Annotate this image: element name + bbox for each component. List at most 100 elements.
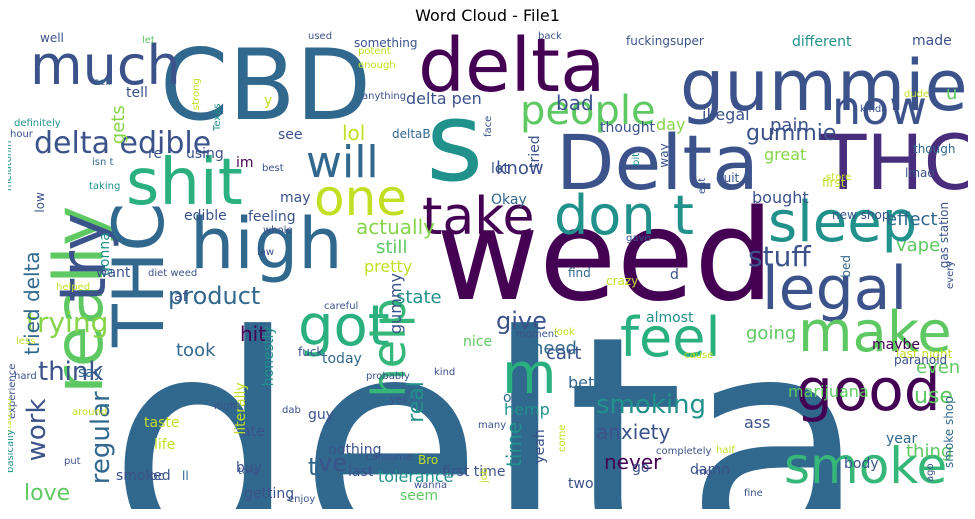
cloud-word: high <box>190 203 343 285</box>
cloud-word: isn t <box>92 157 114 168</box>
cloud-word: kinda <box>860 104 888 115</box>
cloud-word: ok <box>503 390 520 406</box>
cloud-word: ate <box>242 424 265 440</box>
cloud-word: use <box>914 384 953 409</box>
chart-title: Word Cloud - File1 <box>415 6 560 25</box>
cloud-word: last night <box>896 347 953 361</box>
cloud-word: sell <box>94 77 111 88</box>
cloud-word: told <box>238 466 258 477</box>
cloud-word: mg <box>696 467 713 478</box>
cloud-word: bit <box>631 152 642 166</box>
cloud-word: Okay <box>491 192 527 208</box>
cloud-word: store <box>826 172 852 183</box>
cloud-word: less <box>16 336 36 347</box>
cloud-word: honestly <box>261 326 277 387</box>
cloud-word: eat <box>697 177 708 194</box>
cloud-word: THC <box>820 118 968 207</box>
cloud-word: yes <box>390 395 408 406</box>
cloud-word: day <box>656 115 686 134</box>
cloud-word: tolerance <box>378 467 454 486</box>
cloud-word: buy <box>236 460 263 476</box>
cloud-word: hard <box>14 371 37 382</box>
cloud-word: last <box>348 464 374 480</box>
cloud-word: legal <box>762 254 908 324</box>
cloud-word: almost <box>646 310 694 326</box>
cloud-word: im <box>236 155 254 171</box>
cloud-word: CBD <box>160 29 372 143</box>
cloud-word: ve <box>318 449 347 477</box>
cloud-word: now <box>832 81 927 135</box>
cloud-word: dude <box>904 89 930 100</box>
cloud-word: wanna <box>414 480 448 491</box>
cloud-word: time <box>502 421 526 467</box>
cloud-word: find <box>568 266 591 280</box>
cloud-word: much <box>30 34 181 97</box>
cloud-word: state <box>396 287 442 308</box>
cloud-word: law <box>257 247 275 258</box>
cloud-word: delta pen <box>406 89 482 108</box>
cloud-word: pain <box>770 115 809 136</box>
cloud-word: back <box>538 31 562 42</box>
cloud-word: melatonin <box>8 140 14 191</box>
cloud-word: think <box>38 357 104 387</box>
cloud-word: got <box>298 294 390 359</box>
cloud-word: thing <box>906 441 953 462</box>
cloud-word: tried <box>527 135 543 168</box>
cloud-word: going <box>746 323 797 344</box>
cloud-word: face <box>483 115 494 137</box>
cloud-word: good <box>796 356 941 424</box>
cloud-word: work <box>22 398 52 462</box>
cloud-word: lmao <box>905 166 935 180</box>
cloud-word: two <box>568 476 594 492</box>
cloud-word: sleep <box>768 190 918 255</box>
cloud-word: super <box>670 34 704 48</box>
cloud-word: let <box>142 35 155 46</box>
cloud-word: crazy <box>606 274 639 288</box>
cloud-word: cause <box>684 350 714 361</box>
cloud-word: different <box>792 34 852 50</box>
cloud-word: whole <box>263 225 293 236</box>
cloud-word: gets <box>108 105 129 145</box>
cloud-word: put <box>64 456 81 467</box>
cloud-word: will <box>306 137 379 188</box>
cloud-word: love <box>24 481 71 506</box>
cloud-word: Delta <box>556 118 759 207</box>
cloud-word: hour <box>10 129 33 140</box>
cloud-word: say <box>78 365 103 381</box>
cloud-word: bed <box>839 254 853 278</box>
cloud-word: gummy <box>386 273 405 334</box>
cloud-word: ago <box>925 463 936 482</box>
cloud-word: want <box>96 265 131 281</box>
cloud-word: come <box>557 424 568 452</box>
cloud-word: regular <box>86 391 116 485</box>
cloud-word: nothing <box>328 442 382 458</box>
cloud-word: Texas <box>212 103 223 131</box>
cloud-word: gummie <box>680 45 968 127</box>
word-cloud-canvas: delta weed s CBD delta gummie Delta THC legal sle… <box>8 29 968 509</box>
cloud-word: today <box>322 351 362 367</box>
cloud-word: ll <box>182 469 189 483</box>
cloud-word: many <box>478 420 507 431</box>
cloud-word: guy <box>308 407 335 423</box>
cloud-word: vape <box>896 235 941 256</box>
cloud-word: look <box>554 327 575 338</box>
cloud-word: ass <box>744 413 771 432</box>
cloud-word: trying <box>26 306 109 339</box>
cloud-word: hemp <box>504 400 550 419</box>
cloud-word: smoked <box>116 468 171 484</box>
cloud-word: damn <box>690 462 730 478</box>
cloud-word: gummie <box>746 121 837 146</box>
cloud-word: yeah <box>532 429 548 464</box>
cloud-word: take <box>422 187 535 247</box>
cloud-word: basically <box>8 429 16 473</box>
cloud-word: even <box>916 357 961 378</box>
cloud-word: people <box>520 88 656 134</box>
cloud-word: need <box>532 338 577 359</box>
cloud-word: product <box>168 282 261 310</box>
cloud-word: bought <box>752 188 809 207</box>
cloud-word: don t <box>554 184 694 247</box>
cloud-word: one <box>314 169 408 227</box>
cloud-word: potent <box>358 46 391 57</box>
cloud-word: actually <box>356 215 435 239</box>
cloud-word: first <box>822 176 846 190</box>
